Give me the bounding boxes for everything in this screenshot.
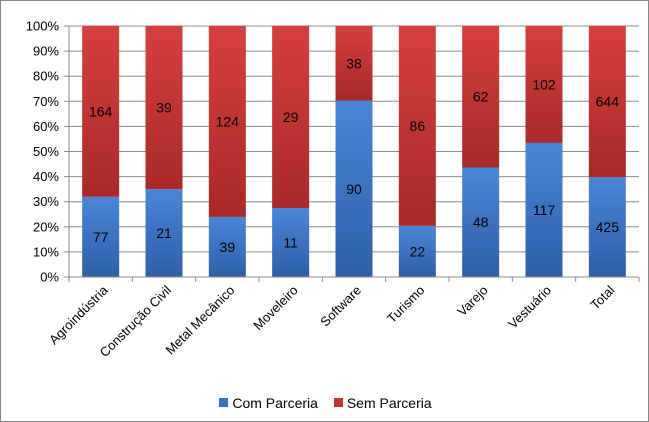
y-tick-label: 50%: [33, 144, 59, 159]
bar-com-parceria: [145, 189, 183, 277]
bar-com-parceria: [82, 196, 120, 277]
bar-com-parceria: [208, 216, 246, 277]
data-label-sem-parceria: 38: [346, 55, 362, 71]
y-tick-label: 30%: [33, 194, 59, 209]
bar-sem-parceria: [208, 26, 246, 217]
x-category-label: Varejo: [454, 283, 491, 320]
legend-item-sem-parceria: Sem Parceria: [333, 394, 432, 411]
data-label-com-parceria: 77: [93, 229, 109, 245]
data-label-com-parceria: 425: [596, 219, 620, 235]
y-tick-label: 90%: [33, 44, 59, 59]
bar-sem-parceria: [82, 26, 120, 197]
legend: Com Parceria Sem Parceria: [1, 394, 649, 411]
bar-sem-parceria: [145, 26, 183, 190]
data-label-sem-parceria: 644: [596, 94, 620, 110]
data-label-sem-parceria: 29: [283, 109, 299, 125]
bar-com-parceria: [462, 167, 500, 277]
x-category-label: Metal Mecânico: [162, 283, 237, 358]
x-category-label: Turismo: [384, 283, 427, 326]
bar-com-parceria: [525, 142, 563, 277]
bar-com-parceria: [272, 207, 310, 277]
data-label-sem-parceria: 62: [473, 89, 489, 105]
legend-swatch-red: [333, 398, 343, 407]
y-axis: 0% 10% 20% 30% 40% 50% 60% 70% 80% 90% 100%: [26, 19, 70, 285]
bar-sem-parceria: [398, 26, 436, 226]
x-category-label: Vestuário: [505, 283, 554, 332]
y-tick-label: 40%: [33, 169, 59, 184]
data-label-com-parceria: 22: [410, 243, 426, 259]
data-label-sem-parceria: 86: [410, 118, 426, 134]
bar-com-parceria: [335, 100, 373, 277]
x-category-label: Software: [317, 283, 364, 330]
data-label-com-parceria: 21: [156, 225, 172, 241]
bar-sem-parceria: [588, 26, 626, 178]
data-label-com-parceria: 117: [533, 202, 556, 218]
y-tick-label: 70%: [33, 94, 59, 109]
bar-sem-parceria: [335, 26, 373, 101]
x-category-label: Moveleiro: [250, 283, 300, 333]
legend-item-com-parceria: Com Parceria: [219, 395, 318, 411]
x-category-label: Agroindústria: [46, 282, 111, 347]
data-label-sem-parceria: 124: [216, 113, 240, 129]
legend-swatch-blue: [219, 398, 229, 407]
data-label-sem-parceria: 164: [89, 103, 113, 119]
y-tick-label: 60%: [33, 119, 59, 134]
y-tick-label: 0%: [40, 270, 59, 285]
legend-label-com-parceria: Com Parceria: [232, 394, 318, 411]
y-tick-label: 100%: [26, 19, 60, 34]
bars: 77 164 21 39 39 124 11 29 90 38 22 86 48 62 117 102 425 6…: [82, 26, 626, 277]
x-category-label: Total: [587, 282, 617, 312]
data-label-sem-parceria: 39: [156, 100, 172, 116]
y-tick-label: 10%: [33, 244, 59, 259]
bar-com-parceria: [398, 225, 436, 277]
bar-sem-parceria: [525, 26, 563, 143]
data-label-com-parceria: 11: [283, 234, 298, 250]
data-label-com-parceria: 48: [473, 214, 489, 230]
data-label-sem-parceria: 102: [532, 76, 556, 92]
y-tick-label: 20%: [33, 219, 59, 234]
data-label-com-parceria: 39: [220, 239, 236, 255]
bar-com-parceria: [588, 177, 626, 277]
y-tick-label: 80%: [33, 69, 59, 84]
bar-sem-parceria: [272, 26, 310, 208]
stacked-percent-bar-chart: 0% 10% 20% 30% 40% 50% 60% 70% 80% 90% 100% 77 164 2…: [26, 19, 640, 360]
legend-label-sem-parceria: Sem Parceria: [346, 394, 432, 411]
data-label-com-parceria: 90: [346, 181, 362, 197]
bar-sem-parceria: [462, 26, 500, 168]
